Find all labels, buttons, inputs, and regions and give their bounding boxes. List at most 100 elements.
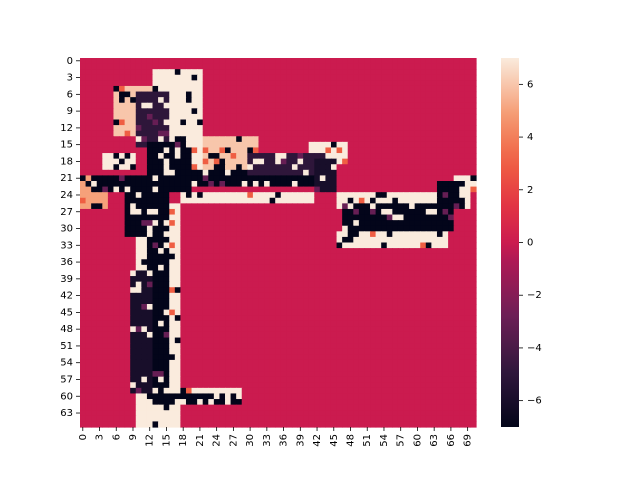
heatmap-cell xyxy=(443,159,449,165)
heatmap-cell xyxy=(102,366,108,372)
heatmap-cell xyxy=(253,114,259,120)
heatmap-cell xyxy=(275,293,281,299)
heatmap-cell xyxy=(454,416,460,422)
heatmap-cell xyxy=(214,142,220,148)
heatmap-cell xyxy=(337,220,343,226)
heatmap-cell xyxy=(97,282,103,288)
heatmap-cell xyxy=(219,282,225,288)
heatmap-cell xyxy=(102,304,108,310)
heatmap-cell xyxy=(387,69,393,75)
heatmap-cell xyxy=(208,192,214,198)
heatmap-cell xyxy=(203,120,209,126)
heatmap-cell xyxy=(192,64,198,70)
heatmap-cell xyxy=(381,75,387,81)
heatmap-cell xyxy=(141,243,147,249)
heatmap-cell xyxy=(420,393,426,399)
heatmap-cell xyxy=(91,237,97,243)
heatmap-cell xyxy=(298,304,304,310)
heatmap-cell xyxy=(264,170,270,176)
heatmap-cell xyxy=(197,315,203,321)
heatmap-cell xyxy=(108,231,114,237)
heatmap-cell xyxy=(342,153,348,159)
heatmap-cell xyxy=(314,405,320,411)
heatmap-cell xyxy=(448,282,454,288)
heatmap-cell xyxy=(292,366,298,372)
heatmap-cell xyxy=(286,310,292,316)
heatmap-cell xyxy=(91,371,97,377)
heatmap-cell xyxy=(381,120,387,126)
heatmap-cell xyxy=(102,315,108,321)
heatmap-cell xyxy=(286,131,292,137)
heatmap-cell xyxy=(470,120,476,126)
heatmap-cell xyxy=(203,298,209,304)
heatmap-cell xyxy=(465,343,471,349)
x-tick-label: 66 xyxy=(446,434,457,447)
heatmap-cell xyxy=(136,80,142,86)
heatmap-cell xyxy=(175,220,181,226)
colorbar-tick-label: 0 xyxy=(527,238,533,249)
heatmap-cell xyxy=(253,136,259,142)
heatmap-cell xyxy=(470,287,476,293)
heatmap-cell xyxy=(264,254,270,260)
heatmap-cell xyxy=(292,321,298,327)
heatmap-cell xyxy=(242,198,248,204)
heatmap-cell xyxy=(331,131,337,137)
heatmap-cell xyxy=(169,298,175,304)
heatmap-cell xyxy=(186,243,192,249)
heatmap-cell xyxy=(337,338,343,344)
heatmap-cell xyxy=(203,187,209,193)
heatmap-cell xyxy=(97,248,103,254)
heatmap-cell xyxy=(113,125,119,131)
heatmap-cell xyxy=(325,97,331,103)
heatmap-cell xyxy=(153,287,159,293)
heatmap-cell xyxy=(113,243,119,249)
heatmap-cell xyxy=(208,164,214,170)
heatmap-cell xyxy=(214,120,220,126)
heatmap-cell xyxy=(359,80,365,86)
heatmap-cell xyxy=(353,175,359,181)
heatmap-cell xyxy=(208,120,214,126)
heatmap-cell xyxy=(281,198,287,204)
heatmap-cell xyxy=(431,153,437,159)
heatmap-cell xyxy=(337,282,343,288)
heatmap-cell xyxy=(86,198,92,204)
heatmap-cell xyxy=(275,97,281,103)
heatmap-cell xyxy=(175,114,181,120)
y-tick-label: 33 xyxy=(60,240,73,251)
heatmap-cell xyxy=(225,198,231,204)
heatmap-cell xyxy=(286,315,292,321)
heatmap-cell xyxy=(325,382,331,388)
heatmap-cell xyxy=(91,343,97,349)
heatmap-cell xyxy=(102,243,108,249)
heatmap-cell xyxy=(208,92,214,98)
heatmap-cell xyxy=(192,203,198,209)
heatmap-cell xyxy=(275,203,281,209)
heatmap-cell xyxy=(309,181,315,187)
heatmap-cell xyxy=(158,388,164,394)
heatmap-cell xyxy=(348,243,354,249)
heatmap-cell xyxy=(153,164,159,170)
heatmap-cell xyxy=(119,393,125,399)
heatmap-cell xyxy=(309,382,315,388)
heatmap-cell xyxy=(169,321,175,327)
heatmap-cell xyxy=(97,97,103,103)
heatmap-cell xyxy=(169,237,175,243)
heatmap-cell xyxy=(392,287,398,293)
heatmap-cell xyxy=(337,125,343,131)
heatmap-cell xyxy=(247,377,253,383)
heatmap-cell xyxy=(370,298,376,304)
heatmap-cell xyxy=(125,371,131,377)
heatmap-cell xyxy=(337,153,343,159)
heatmap-cell xyxy=(415,421,421,427)
heatmap-cell xyxy=(387,231,393,237)
heatmap-cell xyxy=(353,388,359,394)
heatmap-cell xyxy=(381,287,387,293)
heatmap-cell xyxy=(376,131,382,137)
heatmap-cell xyxy=(258,136,264,142)
heatmap-cell xyxy=(403,198,409,204)
heatmap-cell xyxy=(320,388,326,394)
heatmap-cell xyxy=(303,209,309,215)
heatmap-cell xyxy=(91,86,97,92)
heatmap-cell xyxy=(353,259,359,265)
heatmap-cell xyxy=(180,338,186,344)
